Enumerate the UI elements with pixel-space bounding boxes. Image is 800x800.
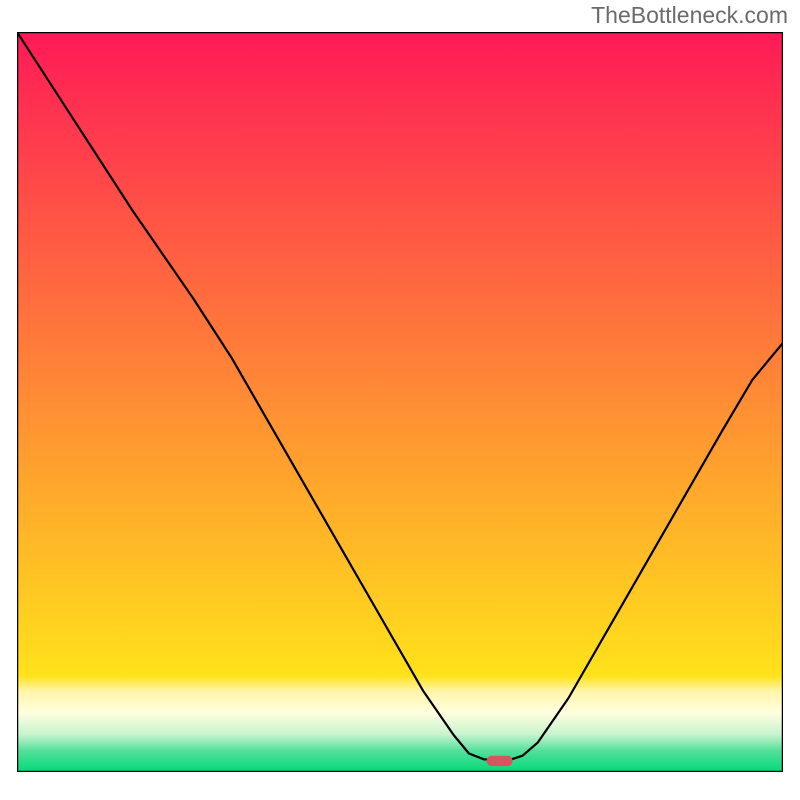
bottleneck-chart: [17, 32, 783, 772]
chart-svg: [17, 32, 783, 772]
watermark-text: TheBottleneck.com: [591, 2, 788, 29]
chart-background: [17, 32, 783, 772]
optimal-marker: [487, 756, 513, 766]
